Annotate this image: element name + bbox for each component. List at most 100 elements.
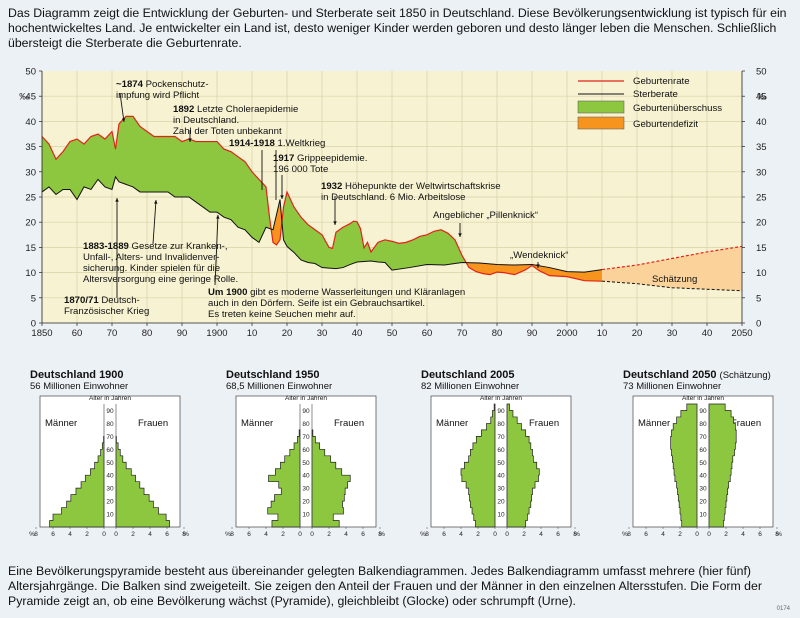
pyramid-x-tick-label: 4	[539, 531, 543, 538]
pyramid-x-tick-label: 4	[68, 531, 72, 538]
pyramid-x-tick-label: 8	[182, 531, 186, 538]
pyramid-note: (Schätzung)	[720, 370, 771, 381]
annotation-1892-line1: 1892 Letzte Choleraepidemie	[173, 104, 298, 115]
pyramid-x-tick-label: %	[379, 531, 385, 538]
y-tick-label-left: 20	[25, 218, 36, 229]
female-bars	[115, 436, 170, 528]
pyramid-x-tick-label: 6	[442, 531, 446, 538]
x-tick-label: 70	[457, 328, 468, 339]
pyramid-subtitle: 68,5 Millionen Einwohner	[226, 381, 332, 392]
age-tick-label: 40	[106, 473, 114, 480]
pyramid-axis-label: Alter in Jahren	[682, 395, 724, 402]
pyramid-x-tick-label: 8	[425, 531, 429, 538]
age-tick-label: 40	[302, 473, 310, 480]
pyramid-x-tick-label: 2	[85, 531, 89, 538]
age-tick-label: 10	[302, 512, 310, 519]
pyramid-x-tick-label: 8	[34, 531, 38, 538]
pyramid-x-tick-label: 8	[378, 531, 382, 538]
pyramid-frame	[430, 395, 572, 528]
pyramid-x-tick-label: %	[622, 531, 628, 538]
age-tick-label: 90	[302, 408, 310, 415]
age-tick-label: 20	[497, 499, 505, 506]
arrow-1932-head	[333, 221, 337, 225]
pyramid-title: Deutschland 1950	[226, 369, 320, 381]
age-tick-label: 10	[497, 512, 505, 519]
annotation-1892-year: 1892	[173, 104, 194, 115]
age-tick-label: 70	[497, 434, 505, 441]
forecast-label: Schätzung	[652, 274, 697, 285]
y-tick-label-right: 30	[756, 167, 767, 178]
pyramid-male-label: Männer	[241, 418, 273, 429]
pyramid-x-tick-label: 4	[148, 531, 152, 538]
annotation-1900-line1: Um 1900 gibt es moderne Wasserleitungen …	[208, 287, 465, 298]
y-tick-label-left: 0	[31, 319, 36, 330]
pyramid-x-tick-label: 0	[114, 531, 118, 538]
pyramid-axis-label: Alter in Jahren	[285, 395, 327, 402]
x-tick-label: 40	[352, 328, 363, 339]
arrow-1874	[119, 92, 125, 123]
y-tick-label-right: 35	[756, 142, 767, 153]
age-tick-label: 10	[106, 512, 114, 519]
annotation-1900-text: gibt es moderne Wasserleitungen und Klär…	[247, 287, 465, 298]
annotation-1883-line2: Unfall-, Alters- und Invalidenver-	[83, 252, 220, 263]
pyramid-title: Deutschland 2005	[421, 369, 515, 381]
age-tick-label: 50	[302, 460, 310, 467]
y-tick-label-left: 35	[25, 142, 36, 153]
x-tick-label: 2050	[731, 328, 752, 339]
annotation-wendeknick: „Wendeknick“	[510, 250, 568, 261]
age-tick-label: 40	[699, 473, 707, 480]
annotation-1883-year: 1883-1889	[83, 241, 129, 252]
y-tick-label-left: 25	[25, 193, 36, 204]
annotation-1883-line1: 1883-1889 Gesetze zur Kranken-,	[83, 241, 228, 252]
annotation-1883-line3: sicherung. Kinder spielen für die	[83, 263, 220, 274]
pyramid-title: Deutschland 1900	[30, 369, 124, 381]
pyramid-x-tick-label: 6	[758, 531, 762, 538]
pyramid-x-tick-label: 0	[695, 531, 699, 538]
legend-deficit-swatch	[577, 116, 625, 130]
male-bars	[49, 436, 105, 528]
annotation-1870-text: Deutsch-	[99, 295, 140, 306]
x-tick-label: 1900	[206, 328, 227, 339]
pyramid-x-tick-label: 8	[775, 531, 779, 538]
x-tick-label: 50	[387, 328, 398, 339]
age-tick-label: 60	[106, 447, 114, 454]
pyramid-male-label: Männer	[45, 418, 77, 429]
pyramid-x-tick-label: 6	[247, 531, 251, 538]
outro-text: Eine Bevölkerungspyramide besteht aus üb…	[8, 564, 762, 608]
x-tick-label: 10	[247, 328, 258, 339]
y-tick-label-right: 10	[756, 268, 767, 279]
annotation-1932-year: 1932	[321, 181, 342, 192]
legend-surplus-swatch	[577, 100, 625, 114]
legend-birth-label: Geburtenrate	[633, 76, 690, 87]
male-bars	[267, 429, 301, 528]
female-bars	[311, 429, 351, 528]
annotation-1870-line2: Französischer Krieg	[64, 306, 149, 317]
age-tick-label: 50	[497, 460, 505, 467]
annotation-1914-line1: 1914-1918 1.Weltkrieg	[229, 138, 325, 149]
pyramid-male-label: Männer	[638, 418, 670, 429]
age-tick-label: 50	[106, 460, 114, 467]
y-tick-label-left: 10	[25, 268, 36, 279]
pyramid-x-tick-label: 6	[556, 531, 560, 538]
pyramid-female-label: Frauen	[334, 418, 364, 429]
age-tick-label: 80	[302, 421, 310, 428]
pyramid-x-tick-label: %	[420, 531, 426, 538]
pyramid-subtitle: 56 Millionen Einwohner	[30, 381, 128, 392]
pyramid-x-tick-label: 6	[361, 531, 365, 538]
pyramid-x-tick-label: 2	[327, 531, 331, 538]
pyramid-x-tick-label: 8	[230, 531, 234, 538]
x-tick-label: 10	[597, 328, 608, 339]
y-tick-label-right: 15	[756, 243, 767, 254]
y-tick-label-right: 45	[756, 92, 767, 103]
y-tick-label-right: 20	[756, 218, 767, 229]
y-unit-left: ‰	[19, 92, 29, 103]
annotation-1883: 1883-1889 Gesetze zur Kranken-,Unfall-, …	[83, 241, 238, 285]
age-tick-label: 60	[302, 447, 310, 454]
pyramid-subtitle: 82 Millionen Einwohner	[421, 381, 519, 392]
x-tick-label: 60	[72, 328, 83, 339]
annotation-1914: 1914-1918 1.Weltkrieg	[229, 138, 325, 149]
age-tick-label: 20	[699, 499, 707, 506]
arrow-1900-head	[216, 215, 220, 219]
